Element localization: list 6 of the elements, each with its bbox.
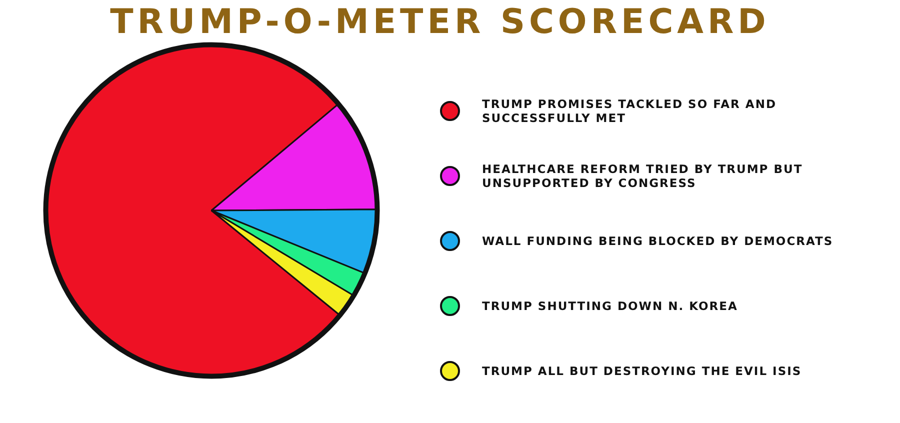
legend-label: TRUMP SHUTTING DOWN N. KOREA (482, 298, 738, 312)
chart-title: TRUMP-O-METER SCORECARD (109, 2, 771, 42)
legend-label: WALL FUNDING BEING BLOCKED BY DEMOCRATS (482, 234, 834, 248)
legend-label: TRUMP PROMISES TACKLED SO FAR AND SUCCESSFULLY MET (482, 96, 778, 124)
legend-label: HEALTHCARE REFORM TRIED BY TRUMP BUT UNSUPPORTED BY CONGRESS (482, 162, 804, 190)
legend-label: TRUMP ALL BUT DESTROYING THE EVIL ISIS (482, 364, 802, 378)
